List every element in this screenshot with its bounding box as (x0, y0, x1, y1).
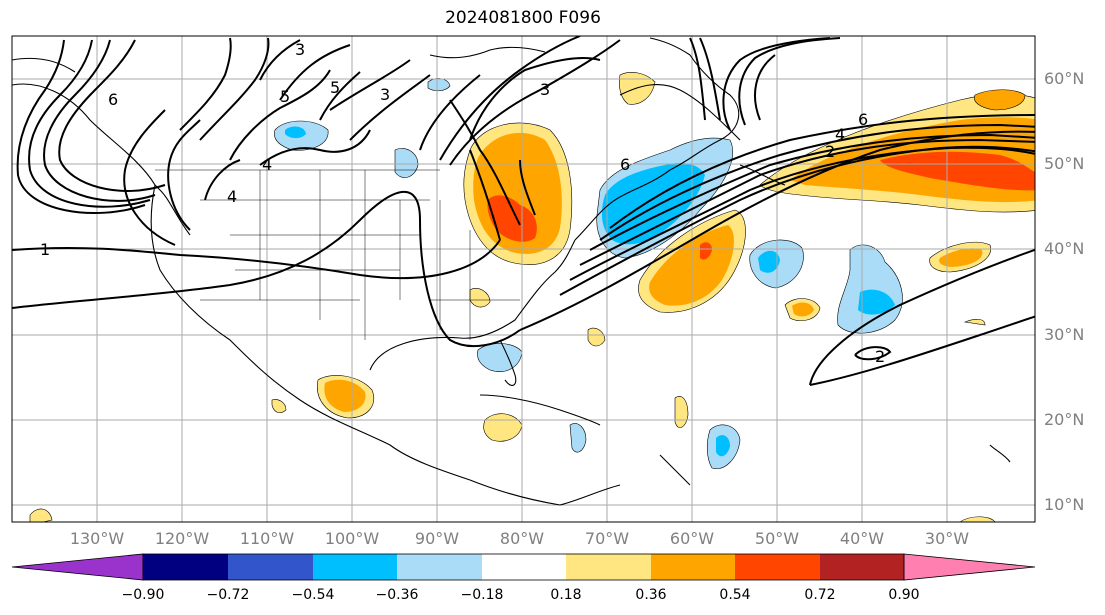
contour-labels: 1 2 2 3 3 3 4 4 4 5 5 6 6 6 (40, 40, 885, 366)
colorbar-tick-label: −0.54 (292, 587, 335, 603)
colorbar-tick-label: −0.72 (207, 587, 250, 603)
colorbar-extend-high (903, 553, 1036, 581)
colorbar-segment (397, 554, 482, 580)
contour-label: 3 (540, 80, 550, 99)
colorbar-segment (228, 554, 313, 580)
lat-label: 10°N (1044, 495, 1084, 514)
gridlines (12, 36, 1035, 522)
lat-label: 60°N (1044, 69, 1084, 88)
lon-label: 110°W (240, 529, 295, 548)
lon-label: 50°W (755, 529, 799, 548)
map-title: 2024081800 F096 (445, 8, 601, 28)
contour-label: 6 (108, 90, 118, 109)
colorbar: −0.90 −0.72 −0.54 −0.36 −0.18 0.18 0.36 … (11, 553, 1036, 603)
colorbar-tick-label: 0.90 (888, 587, 919, 603)
colorbar-segment (820, 554, 904, 580)
colorbar-tick-label: 0.18 (550, 587, 581, 603)
lon-label: 30°W (925, 529, 969, 548)
colorbar-tick-label: −0.90 (122, 587, 165, 603)
contour-label: 2 (825, 142, 835, 161)
lon-labels: 130°W 120°W 110°W 100°W 90°W 80°W 70°W 6… (70, 529, 969, 548)
colorbar-outline (142, 553, 905, 581)
contour-label: 4 (835, 125, 845, 144)
lon-label: 130°W (70, 529, 125, 548)
lon-label: 90°W (415, 529, 459, 548)
lat-label: 50°N (1044, 154, 1084, 173)
colorbar-extend-low (11, 553, 144, 581)
contour-label: 6 (620, 155, 630, 174)
map-frame (11, 35, 1036, 523)
lon-label: 120°W (155, 529, 210, 548)
lat-label: 30°N (1044, 325, 1084, 344)
coastlines (12, 37, 1011, 506)
contour-label: 5 (330, 78, 340, 97)
contour-label: 6 (858, 110, 868, 129)
colorbar-segment (143, 554, 228, 580)
contours (12, 36, 1035, 386)
contour-label: 1 (40, 240, 50, 259)
contour-label: 4 (262, 155, 272, 174)
contour-label: 4 (227, 187, 237, 206)
lon-label: 100°W (325, 529, 380, 548)
colorbar-tick-label: 0.54 (719, 587, 750, 603)
lon-label: 40°W (840, 529, 884, 548)
map-area: 1 2 2 3 3 3 4 4 4 5 5 6 6 6 (12, 36, 1035, 522)
anomaly-shading (29, 72, 1035, 522)
lat-label: 20°N (1044, 410, 1084, 429)
lon-label: 70°W (585, 529, 629, 548)
contour-label: 5 (280, 87, 290, 106)
lon-label: 60°W (670, 529, 714, 548)
colorbar-tick-label: 0.36 (635, 587, 666, 603)
colorbar-tick-label: 0.72 (804, 587, 835, 603)
contour-label: 2 (875, 347, 885, 366)
lon-label: 80°W (500, 529, 544, 548)
colorbar-segment (651, 554, 735, 580)
colorbar-tick-label: −0.18 (461, 587, 504, 603)
contour-label: 3 (295, 40, 305, 59)
colorbar-segment (482, 554, 566, 580)
colorbar-segment (566, 554, 651, 580)
colorbar-tick-label: −0.36 (376, 587, 419, 603)
colorbar-segment (313, 554, 397, 580)
colorbar-segment (735, 554, 820, 580)
contour-label: 3 (380, 85, 390, 104)
lat-label: 40°N (1044, 239, 1084, 258)
lat-labels: 10°N 20°N 30°N 40°N 50°N 60°N (1044, 69, 1084, 514)
